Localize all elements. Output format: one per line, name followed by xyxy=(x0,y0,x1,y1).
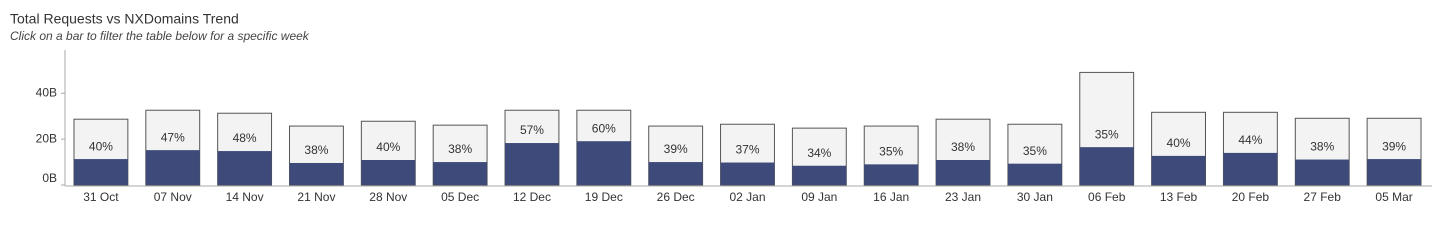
percent-label: 44% xyxy=(1238,133,1262,147)
x-tick-label: 06 Feb xyxy=(1088,190,1126,204)
percent-label: 38% xyxy=(951,140,975,154)
x-tick-label: 09 Jan xyxy=(801,190,837,204)
percent-label: 35% xyxy=(1023,144,1047,158)
nx-bar[interactable] xyxy=(145,150,200,185)
percent-label: 47% xyxy=(161,130,185,144)
x-tick-label: 13 Feb xyxy=(1160,190,1198,204)
x-tick-label: 31 Oct xyxy=(83,190,119,204)
percent-label: 38% xyxy=(304,143,328,157)
x-tick-label: 23 Jan xyxy=(945,190,981,204)
x-tick-label: 05 Dec xyxy=(441,190,479,204)
x-tick-label: 28 Nov xyxy=(369,190,407,204)
nx-bar[interactable] xyxy=(217,151,272,185)
x-tick-label: 27 Feb xyxy=(1304,190,1342,204)
percent-label: 40% xyxy=(376,140,400,154)
percent-label: 38% xyxy=(1310,140,1334,154)
x-tick-label: 19 Dec xyxy=(585,190,623,204)
x-tick-label: 16 Jan xyxy=(873,190,909,204)
y-tick-label: 0B xyxy=(42,171,57,185)
nx-bar[interactable] xyxy=(433,162,488,185)
percent-label: 39% xyxy=(1382,139,1406,153)
x-tick-label: 26 Dec xyxy=(657,190,695,204)
x-tick-label: 20 Feb xyxy=(1232,190,1270,204)
nx-bar[interactable] xyxy=(1223,152,1278,185)
nx-bar[interactable] xyxy=(720,162,775,185)
percent-label: 35% xyxy=(879,145,903,159)
percent-label: 38% xyxy=(448,142,472,156)
nx-bar[interactable] xyxy=(1079,147,1134,185)
page: Total Requests vs NXDomains Trend Click … xyxy=(10,10,1432,205)
percent-label: 40% xyxy=(1167,136,1191,150)
x-tick-label: 14 Nov xyxy=(226,190,264,204)
chart: Total Requests vs NXDomains Trend Click … xyxy=(10,11,1432,204)
nx-bar[interactable] xyxy=(1295,159,1350,185)
x-tick-label: 12 Dec xyxy=(513,190,551,204)
nx-bar[interactable] xyxy=(792,165,847,185)
chart-subtitle: Click on a bar to filter the table below… xyxy=(10,29,310,43)
chart-title: Total Requests vs NXDomains Trend xyxy=(10,11,239,27)
nx-bar[interactable] xyxy=(1151,155,1206,185)
percent-label: 48% xyxy=(233,131,257,145)
nx-bar[interactable] xyxy=(1007,163,1062,185)
x-tick-label: 30 Jan xyxy=(1017,190,1053,204)
nx-bar[interactable] xyxy=(1367,159,1422,185)
percent-label: 37% xyxy=(735,143,759,157)
y-tick-label: 20B xyxy=(36,131,57,145)
nx-bar[interactable] xyxy=(648,162,703,185)
x-tick-label: 21 Nov xyxy=(297,190,335,204)
percent-label: 40% xyxy=(89,139,113,153)
nx-bar[interactable] xyxy=(505,143,559,185)
nx-bar[interactable] xyxy=(936,160,990,185)
y-tick-label: 40B xyxy=(36,85,57,99)
x-tick-label: 07 Nov xyxy=(154,190,192,204)
nx-bar[interactable] xyxy=(576,141,631,185)
x-tick-label: 02 Jan xyxy=(729,190,765,204)
percent-label: 39% xyxy=(664,142,688,156)
nx-bar[interactable] xyxy=(289,162,344,185)
nx-bar[interactable] xyxy=(361,160,416,185)
nx-bar[interactable] xyxy=(73,159,128,185)
percent-label: 35% xyxy=(1095,127,1119,141)
percent-label: 57% xyxy=(520,123,544,137)
nx-bar[interactable] xyxy=(864,164,919,185)
percent-label: 34% xyxy=(807,146,831,160)
percent-label: 60% xyxy=(592,121,616,135)
x-tick-label: 05 Mar xyxy=(1375,190,1412,204)
